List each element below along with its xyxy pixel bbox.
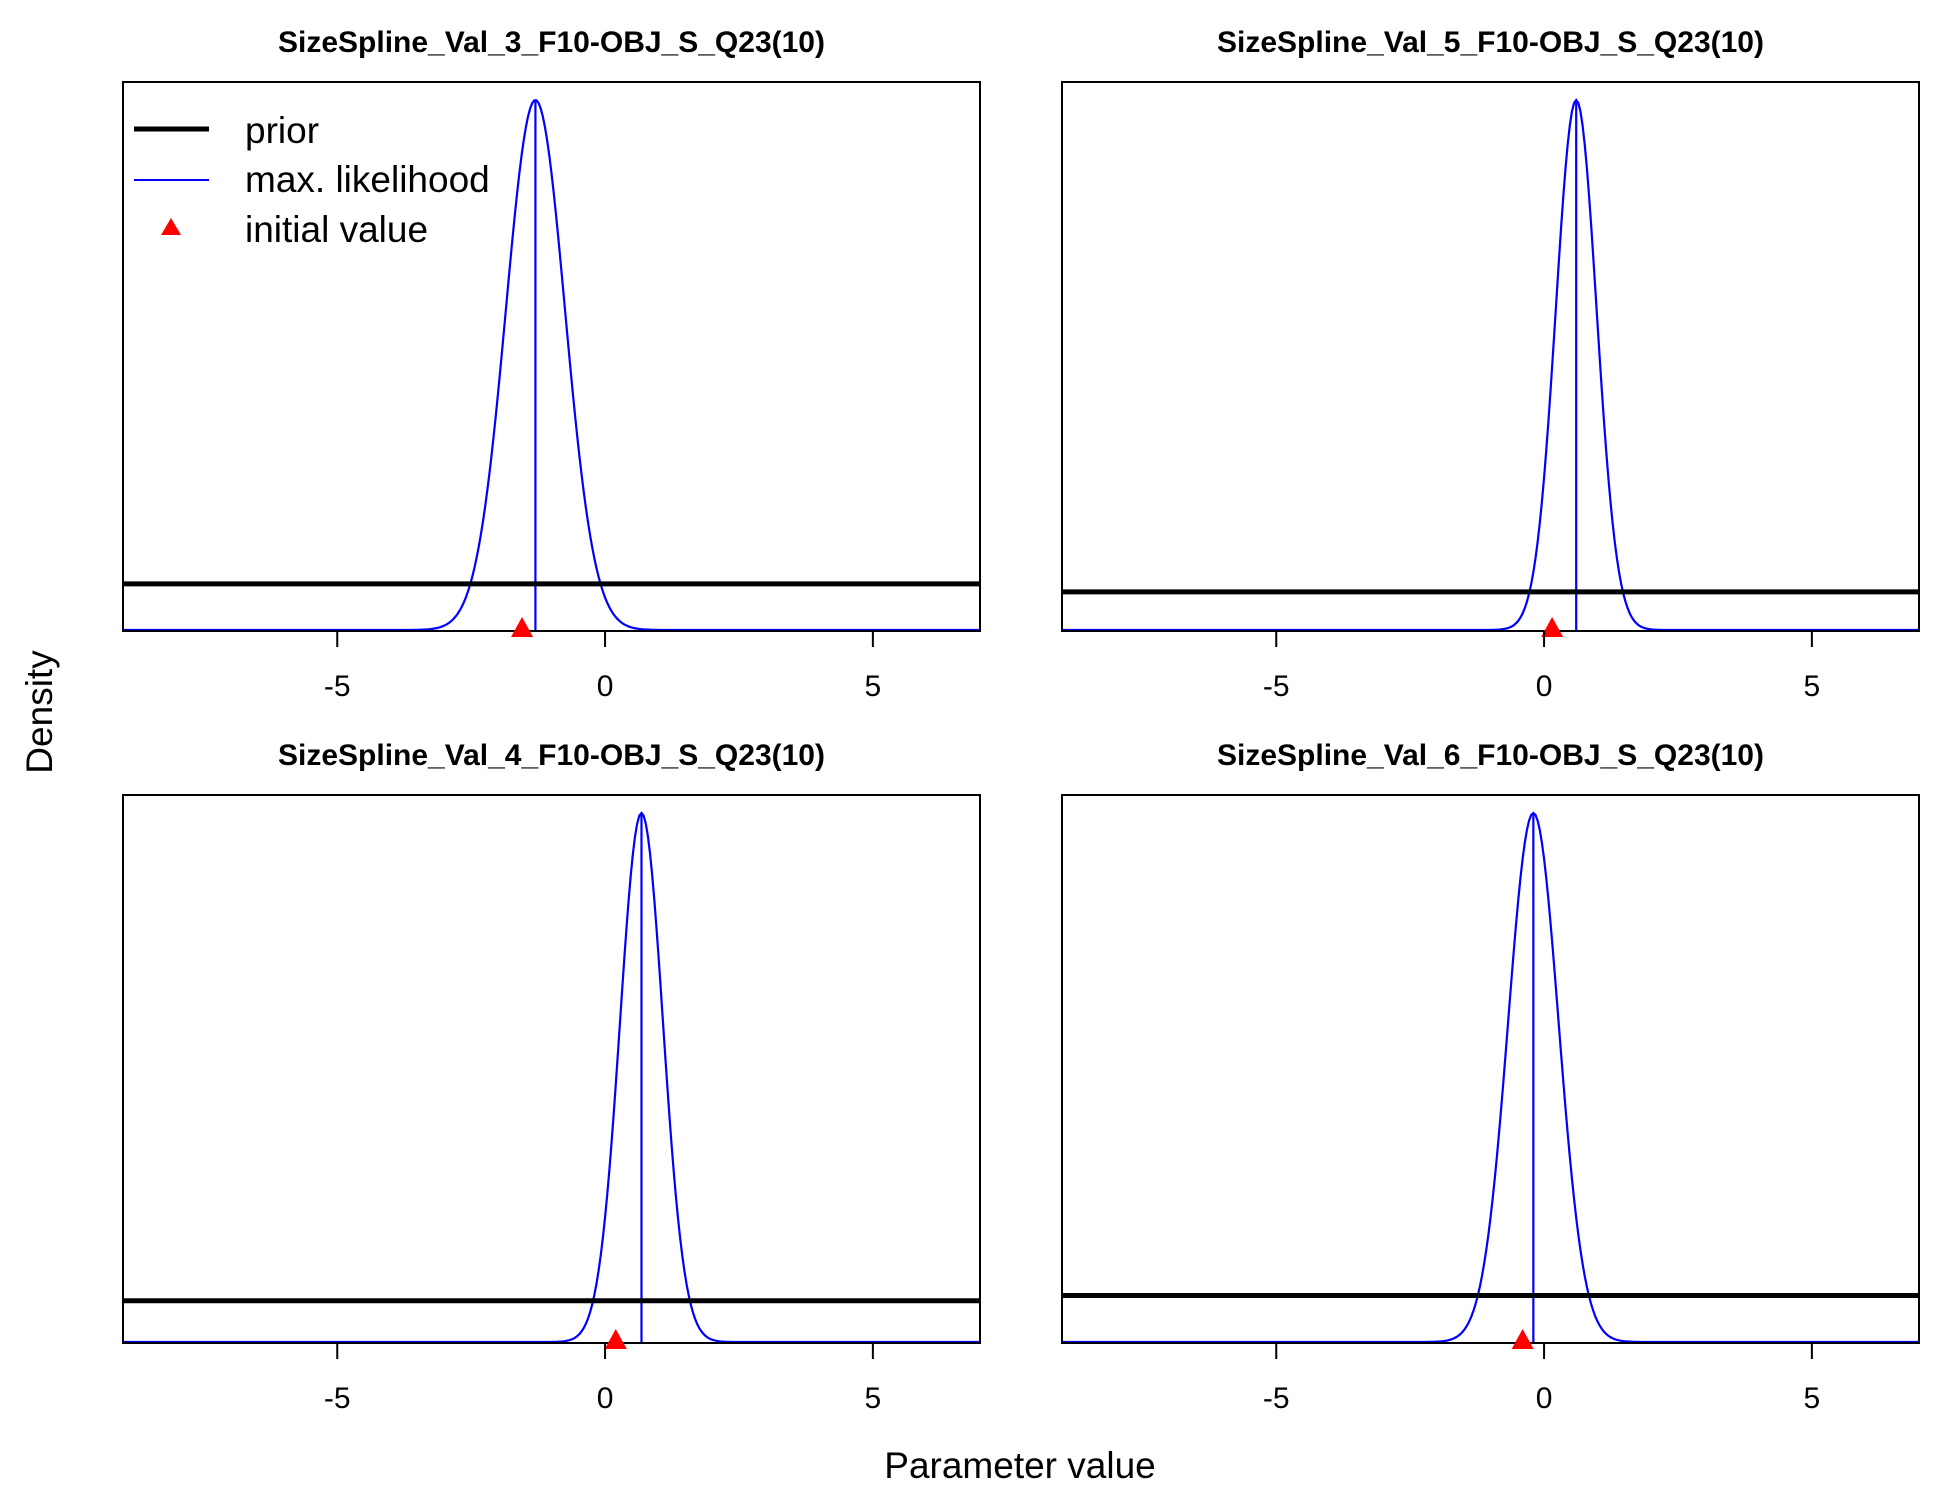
panel-frame (1061, 794, 1920, 1344)
legend-prior-label: prior (245, 110, 319, 151)
panel-1: SizeSpline_Val_3_F10-OBJ_S_Q23(10) -5 0 5 (122, 26, 981, 703)
panel-title: SizeSpline_Val_6_F10-OBJ_S_Q23(10) (1217, 739, 1764, 772)
x-tick-label: -5 (324, 1382, 351, 1415)
initial-value-marker (511, 617, 534, 637)
panel-frame (122, 81, 981, 632)
x-tick-label: -5 (1263, 670, 1290, 703)
x-tick-label: 0 (1536, 1382, 1553, 1415)
x-tick-label: 5 (865, 1382, 882, 1415)
panel-title: SizeSpline_Val_3_F10-OBJ_S_Q23(10) (278, 26, 825, 59)
initial-value-marker (1511, 1329, 1534, 1349)
legend-init-label: initial value (245, 209, 428, 250)
x-tick-label: 5 (1804, 670, 1821, 703)
panel-4: SizeSpline_Val_6_F10-OBJ_S_Q23(10) -5 0 5 (1061, 739, 1920, 1415)
initial-value-marker (604, 1329, 627, 1349)
initial-value-marker (1541, 617, 1564, 637)
panel-frame (122, 794, 981, 1344)
y-axis-label: Density (19, 650, 60, 774)
x-tick-label: 0 (1536, 670, 1553, 703)
x-tick-label: 5 (865, 670, 882, 703)
panel-2: SizeSpline_Val_5_F10-OBJ_S_Q23(10) -5 0 5 (1061, 26, 1920, 703)
panel-3: SizeSpline_Val_4_F10-OBJ_S_Q23(10) -5 0 5 (122, 739, 981, 1415)
panel-frame (1061, 81, 1920, 632)
x-tick-label: -5 (1263, 1382, 1290, 1415)
x-tick-label: 5 (1804, 1382, 1821, 1415)
legend-mle-label: max. likelihood (245, 159, 490, 200)
x-tick-label: -5 (324, 670, 351, 703)
panel-title: SizeSpline_Val_5_F10-OBJ_S_Q23(10) (1217, 26, 1764, 59)
panel-title: SizeSpline_Val_4_F10-OBJ_S_Q23(10) (278, 739, 825, 772)
x-tick-label: 0 (597, 1382, 614, 1415)
legend-init-marker (161, 218, 181, 235)
x-axis-label: Parameter value (884, 1445, 1155, 1486)
panels-group: SizeSpline_Val_3_F10-OBJ_S_Q23(10)-5 0 5Si… (122, 26, 1920, 1415)
legend: prior max. likelihood initial value (134, 110, 490, 250)
x-tick-label: 0 (597, 670, 614, 703)
